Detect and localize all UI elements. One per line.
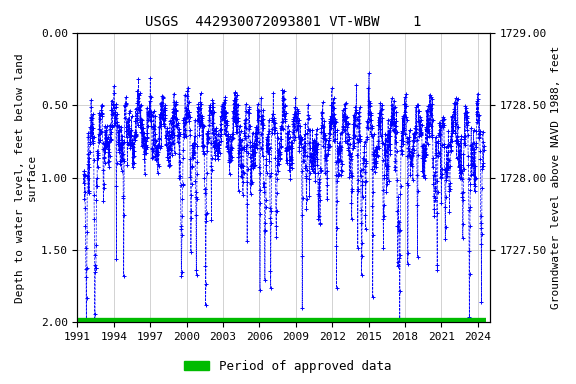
Legend: Period of approved data: Period of approved data [179, 355, 397, 378]
Title: USGS  442930072093801 VT-WBW    1: USGS 442930072093801 VT-WBW 1 [146, 15, 422, 29]
Y-axis label: Depth to water level, feet below land
surface: Depth to water level, feet below land su… [15, 53, 37, 303]
Y-axis label: Groundwater level above NAVD 1988, feet: Groundwater level above NAVD 1988, feet [551, 46, 561, 309]
